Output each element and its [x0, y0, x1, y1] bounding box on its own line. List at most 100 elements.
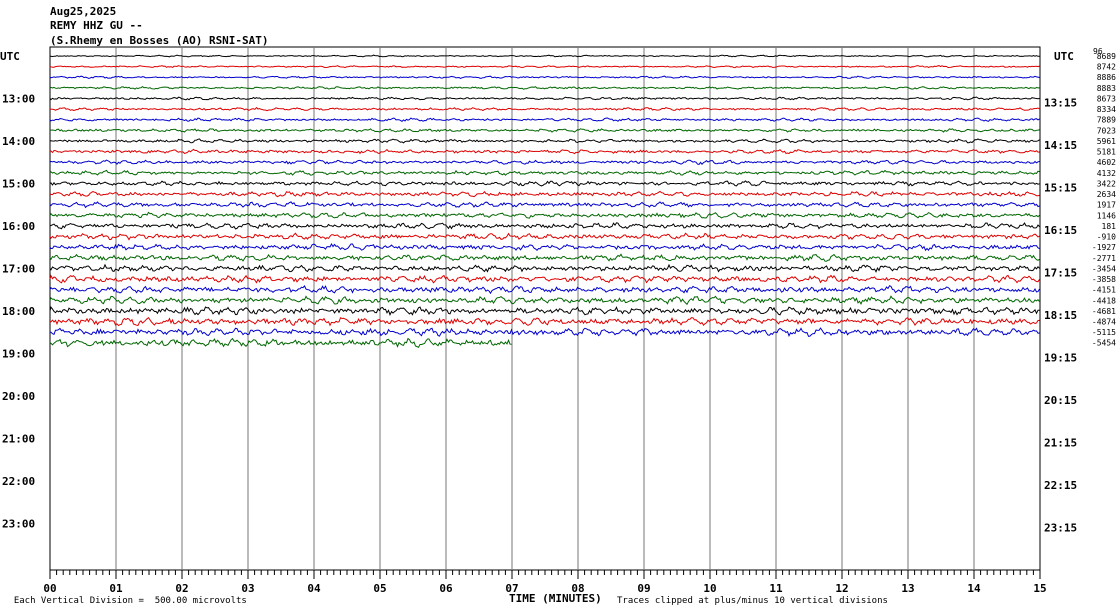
axis-labels: 00 01 02 03 04 05 06 07 08 09 10 11 12 13 14 15 13:00 14:…: [2, 47, 1116, 595]
trace-offset-label: -5454: [1092, 339, 1116, 348]
trace-offset-label: -4418: [1092, 296, 1116, 305]
trace-offset-label: -1927: [1092, 243, 1116, 252]
seismic-trace: [49, 117, 1040, 123]
trace-offset-label: 4602: [1097, 158, 1116, 167]
x-tick-label: 15: [1033, 582, 1046, 595]
trace-offset-label: 8673: [1097, 94, 1116, 103]
trace-offset-label: 8689: [1097, 52, 1116, 61]
x-tick-label: 12: [835, 582, 848, 595]
seismic-trace: [49, 327, 1040, 337]
x-axis-title: TIME (MINUTES): [509, 592, 602, 605]
hour-label-left: 19:00: [2, 347, 35, 360]
trace-offset-label: 5181: [1097, 148, 1116, 157]
trace-offset-label: 181: [1102, 222, 1117, 231]
trace-offset-label: -5115: [1092, 328, 1116, 337]
hour-label-left: 16:00: [2, 220, 35, 233]
hour-label-left: 22:00: [2, 475, 35, 488]
seismic-trace: [49, 253, 1040, 262]
hour-label-right: 22:15: [1044, 479, 1077, 492]
seismic-trace: [49, 96, 1040, 101]
seismic-trace: [49, 54, 1040, 58]
x-tick-label: 00: [43, 582, 56, 595]
hour-label-left: 13:00: [2, 92, 35, 105]
hour-label-left: 23:00: [2, 517, 35, 530]
scale-note: Each Vertical Division = 500.00 microvol…: [13, 596, 247, 606]
plot-frame: [49, 46, 1041, 571]
seismic-trace: [49, 222, 1040, 230]
seismic-trace: [49, 263, 1040, 273]
seismic-trace: [49, 274, 1040, 284]
seismic-trace: [49, 169, 1040, 176]
hour-label-left: 18:00: [2, 305, 35, 318]
trace-offset-label: -3454: [1092, 264, 1116, 273]
seismic-traces: [49, 54, 1040, 348]
hour-label-right: 16:15: [1044, 224, 1077, 237]
trace-offset-label: 2634: [1097, 190, 1116, 199]
hour-label-right: 19:15: [1044, 351, 1077, 364]
seismic-trace: [49, 316, 1040, 327]
offset-overlap-label: 96: [1093, 47, 1103, 56]
trace-offset-label: 5961: [1097, 137, 1116, 146]
seismic-trace: [49, 284, 1040, 295]
hour-label-left: 21:00: [2, 432, 35, 445]
hour-label-left: 17:00: [2, 262, 35, 275]
seismic-trace: [49, 232, 1040, 241]
x-tick-label: 10: [703, 582, 716, 595]
x-tick-label: 01: [109, 582, 123, 595]
header-date: Aug25,2025: [50, 5, 117, 18]
clip-note: Traces clipped at plus/minus 10 vertical…: [617, 596, 888, 606]
hour-label-right: 17:15: [1044, 266, 1077, 279]
header-location: (S.Rhemy en Bosses (AO) RSNI-SAT): [50, 34, 269, 47]
trace-offset-label: -4874: [1092, 318, 1116, 327]
seismic-trace: [49, 159, 1040, 165]
hour-label-right: 15:15: [1044, 181, 1077, 194]
x-tick-label: 06: [439, 582, 453, 595]
seismic-trace: [49, 190, 1040, 198]
trace-offset-label: -2771: [1092, 254, 1116, 263]
x-tick-label: 09: [637, 582, 650, 595]
trace-offset-label: 8886: [1097, 73, 1116, 82]
hour-label-left: 20:00: [2, 390, 35, 403]
seismic-trace: [49, 180, 1040, 187]
hour-label-right: 13:15: [1044, 96, 1077, 109]
hour-label-left: 14:00: [2, 135, 35, 148]
seismic-trace: [49, 295, 1040, 306]
trace-offset-label: 8334: [1097, 105, 1116, 114]
trace-offset-label: -4151: [1092, 286, 1116, 295]
x-tick-label: 02: [175, 582, 188, 595]
x-tick-label: 11: [769, 582, 783, 595]
seismic-trace: [49, 306, 1040, 317]
seismic-trace: [49, 211, 1040, 219]
seismic-trace: [49, 337, 512, 348]
seismic-trace: [50, 106, 1040, 112]
trace-offset-label: 4132: [1097, 169, 1116, 178]
trace-offset-label: -3858: [1092, 275, 1116, 284]
x-tick-label: 13: [901, 582, 914, 595]
x-tick-label: 14: [967, 582, 981, 595]
hour-label-right: 20:15: [1044, 394, 1077, 407]
seismic-trace: [49, 128, 1040, 133]
hour-label-right: 21:15: [1044, 436, 1077, 449]
trace-offset-label: -910: [1097, 233, 1116, 242]
hour-label-right: 14:15: [1044, 139, 1077, 152]
seismic-trace: [49, 85, 1040, 90]
trace-offset-label: 8883: [1097, 84, 1116, 93]
x-tick-label: 03: [241, 582, 254, 595]
trace-offset-label: 7889: [1097, 116, 1116, 125]
seismic-trace: [49, 201, 1040, 209]
seismic-trace: [49, 148, 1040, 155]
trace-offset-label: 8742: [1097, 63, 1116, 72]
x-tick-label: 08: [571, 582, 584, 595]
x-axis-ticks: [49, 570, 1041, 579]
seismic-trace: [49, 138, 1040, 144]
seismic-trace: [49, 75, 1040, 79]
trace-offset-label: 3422: [1097, 179, 1116, 188]
grid-lines: [49, 46, 1041, 571]
trace-offset-label: 1146: [1097, 211, 1116, 220]
x-tick-label: 05: [373, 582, 386, 595]
hour-label-right: 18:15: [1044, 309, 1077, 322]
trace-offset-label: -4681: [1092, 307, 1116, 316]
hour-label-left: 15:00: [2, 177, 35, 190]
utc-left-label: UTC: [0, 50, 20, 63]
